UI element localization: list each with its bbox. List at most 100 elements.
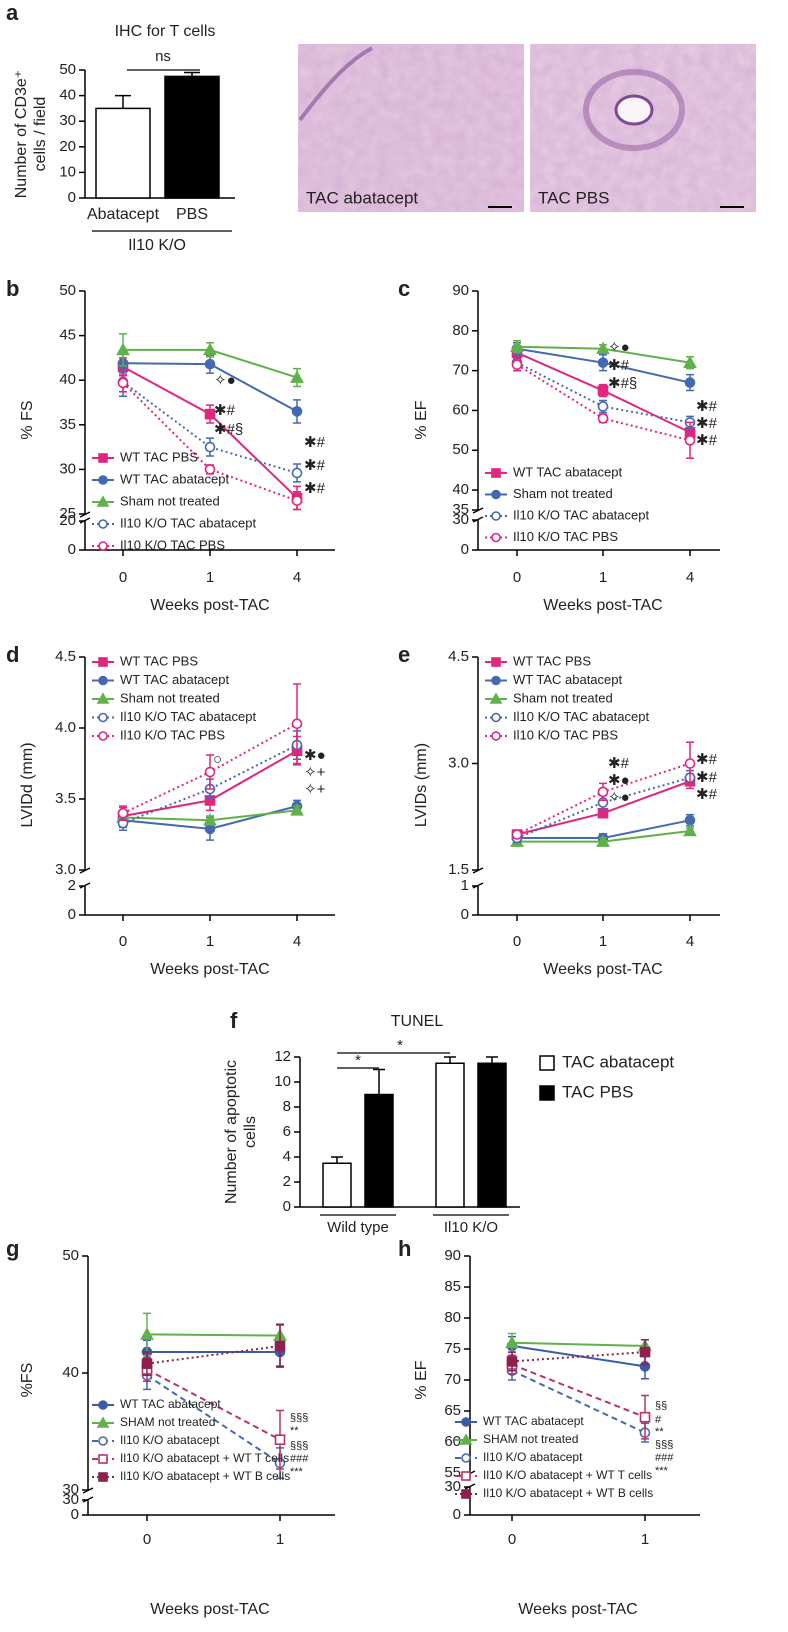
annotation: ✧● bbox=[214, 372, 236, 389]
annotation: §§§ bbox=[655, 1439, 673, 1451]
legend-marker bbox=[98, 1472, 108, 1482]
marker bbox=[597, 385, 609, 396]
x-axis-label: Weeks post-TAC bbox=[150, 597, 269, 614]
y-axis-label: Number of CD3e⁺ bbox=[13, 70, 30, 199]
legend-marker bbox=[491, 657, 501, 667]
series-line bbox=[146, 1345, 281, 1365]
legend-marker bbox=[461, 1471, 471, 1481]
annotation: ✧● bbox=[608, 789, 630, 806]
legend-marker bbox=[98, 731, 108, 741]
legend-label: WT TAC PBS bbox=[120, 653, 198, 668]
y-tick-label: 70 bbox=[452, 362, 469, 379]
legend-marker bbox=[461, 1453, 471, 1463]
annotation: ns bbox=[155, 48, 171, 65]
x-tick-label: 4 bbox=[293, 933, 301, 950]
annotation: ✱# bbox=[304, 434, 326, 451]
micrograph bbox=[530, 44, 756, 212]
legend-label: Sham not treated bbox=[120, 493, 220, 508]
annotation: ✱● bbox=[304, 747, 326, 764]
legend-marker bbox=[98, 712, 108, 723]
y-tick-label: 65 bbox=[444, 1402, 461, 1419]
annotation: ✱# bbox=[608, 755, 630, 772]
y-tick-label: 45 bbox=[59, 327, 76, 344]
annotation: §§§ bbox=[290, 1440, 308, 1452]
y-tick-label: 30 bbox=[444, 1478, 461, 1495]
panel-letter: b bbox=[6, 276, 19, 301]
legend-marker bbox=[98, 541, 108, 551]
x-tick-label: 1 bbox=[206, 933, 214, 950]
x-tick-label: 1 bbox=[641, 1531, 649, 1548]
annotation: ✱# bbox=[696, 786, 718, 803]
x-tick-label: Il10 K/O bbox=[444, 1219, 498, 1236]
series-line bbox=[146, 1333, 281, 1337]
legend-marker bbox=[491, 712, 501, 723]
marker bbox=[203, 813, 217, 826]
annotation: ### bbox=[655, 1452, 674, 1464]
legend-marker bbox=[98, 1436, 108, 1446]
series-line bbox=[122, 381, 298, 474]
x-tick-label: 4 bbox=[293, 569, 301, 586]
y-axis-label: cells bbox=[242, 1116, 259, 1148]
legend-label: Il10 K/O TAC abatacept bbox=[513, 709, 649, 724]
series-line bbox=[122, 382, 298, 502]
legend-label: Il10 K/O TAC abatacept bbox=[513, 507, 649, 522]
marker bbox=[290, 370, 304, 383]
x-tick-label: 4 bbox=[686, 933, 694, 950]
legend-marker bbox=[98, 475, 108, 485]
error-bar bbox=[331, 1156, 343, 1164]
y-tick-label: 4.5 bbox=[448, 648, 469, 665]
legend-label: Sham not treated bbox=[120, 690, 220, 705]
legend-marker bbox=[98, 519, 108, 529]
legend-label: WT TAC PBS bbox=[513, 653, 591, 668]
legend-marker bbox=[461, 1417, 471, 1427]
marker bbox=[684, 435, 696, 446]
y-tick-label: 30 bbox=[59, 112, 76, 129]
annotation: ○ bbox=[213, 751, 222, 768]
legend-label: Il10 K/O abatacept bbox=[120, 1433, 220, 1447]
y-tick-label: 40 bbox=[452, 481, 469, 498]
x-tick-label: 1 bbox=[599, 933, 607, 950]
legend-marker bbox=[491, 532, 501, 543]
y-tick-label: 35 bbox=[59, 416, 76, 433]
legend-label: Il10 K/O abatacept + WT T cells bbox=[120, 1451, 289, 1465]
panel-letter: c bbox=[398, 276, 410, 301]
error-bar bbox=[486, 1056, 498, 1064]
x-axis-label: Weeks post-TAC bbox=[543, 961, 662, 978]
legend-label: SHAM not treated bbox=[483, 1432, 578, 1446]
y-axis-label: % EF bbox=[413, 1360, 430, 1399]
y-tick-label: 2 bbox=[283, 1173, 291, 1190]
series-line bbox=[511, 1369, 646, 1434]
annotation: *** bbox=[290, 1466, 304, 1478]
annotation: *** bbox=[655, 1465, 669, 1477]
bar bbox=[435, 1062, 465, 1208]
bar bbox=[322, 1162, 352, 1208]
y-tick-label: 50 bbox=[62, 1247, 79, 1264]
legend-swatch bbox=[539, 1055, 555, 1071]
marker bbox=[290, 803, 304, 816]
y-axis-label: cells / field bbox=[32, 97, 49, 172]
marker bbox=[683, 823, 697, 837]
legend-swatch bbox=[539, 1085, 555, 1101]
marker bbox=[291, 718, 303, 730]
legend-marker bbox=[98, 657, 108, 667]
y-tick-label: 40 bbox=[62, 1364, 79, 1381]
marker bbox=[117, 807, 129, 819]
y-tick-label: 20 bbox=[59, 138, 76, 155]
annotation: ✱#§ bbox=[608, 375, 637, 392]
marker bbox=[117, 377, 129, 389]
marker bbox=[274, 1340, 286, 1352]
x-tick-label: 0 bbox=[508, 1531, 516, 1548]
panel-letter: f bbox=[230, 1008, 238, 1033]
legend-label: Il10 K/O TAC PBS bbox=[513, 727, 618, 742]
image-label: TAC PBS bbox=[538, 188, 609, 207]
y-tick-label: 20 bbox=[59, 512, 76, 529]
y-tick-label: 50 bbox=[452, 441, 469, 458]
x-axis-label: Weeks post-TAC bbox=[150, 961, 269, 978]
y-tick-label: 30 bbox=[62, 1491, 79, 1508]
y-tick-label: 0 bbox=[68, 189, 76, 206]
marker bbox=[511, 359, 523, 370]
marker bbox=[204, 766, 216, 778]
marker bbox=[204, 464, 216, 475]
marker bbox=[204, 441, 216, 453]
